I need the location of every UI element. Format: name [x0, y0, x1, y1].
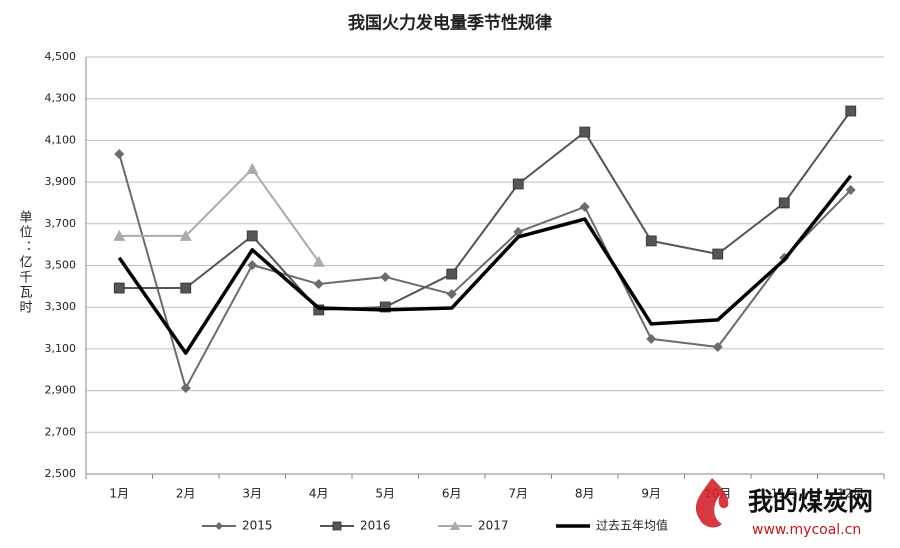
marker	[512, 178, 524, 190]
marker	[712, 248, 724, 260]
legend-marker	[215, 522, 223, 530]
marker	[379, 301, 391, 313]
x-tick-label: 8月	[575, 487, 595, 501]
series-line	[117, 174, 853, 355]
marker	[312, 255, 325, 267]
watermark-url: www.mycoal.cn	[752, 522, 861, 538]
legend-label: 过去五年均值	[596, 518, 668, 533]
marker	[179, 229, 192, 241]
y-axis-label: 单位：亿千瓦时	[17, 210, 33, 315]
chart-title: 我国火力发电量季节性规律	[348, 13, 552, 34]
marker	[446, 268, 458, 280]
marker	[246, 230, 258, 242]
marker	[446, 289, 457, 300]
marker	[778, 197, 790, 209]
x-tick-label: 3月	[242, 487, 262, 501]
marker	[113, 282, 125, 294]
marker	[579, 201, 590, 212]
x-tick-label: 12月	[837, 487, 864, 501]
y-tick-label: 4,300	[45, 92, 77, 105]
y-tick-label: 3,900	[45, 175, 77, 188]
marker	[645, 235, 657, 247]
legend-marker	[332, 521, 342, 531]
marker	[845, 105, 857, 117]
y-tick-label: 3,300	[45, 300, 77, 313]
x-tick-label: 7月	[508, 487, 528, 501]
marker	[845, 185, 856, 196]
series-line	[119, 167, 320, 263]
y-tick-label: 2,700	[45, 425, 77, 438]
x-tick-label: 9月	[641, 487, 661, 501]
marker	[113, 229, 126, 241]
y-tick-label: 3,700	[45, 217, 77, 230]
marker	[380, 271, 391, 282]
series-line	[118, 153, 852, 390]
x-tick-label: 11月	[771, 487, 798, 501]
y-tick-label: 2,500	[45, 467, 77, 480]
x-tick-label: 2月	[176, 487, 196, 501]
series-line	[119, 110, 852, 311]
x-tick-label: 4月	[309, 487, 329, 501]
legend-label: 2016	[360, 519, 391, 533]
legend-label: 2015	[242, 519, 273, 533]
marker	[579, 126, 591, 138]
marker	[313, 279, 324, 290]
y-tick-label: 3,100	[45, 342, 77, 355]
y-tick-label: 4,500	[45, 50, 77, 63]
y-tick-label: 3,500	[45, 259, 77, 272]
x-tick-label: 1月	[109, 487, 129, 501]
marker	[180, 383, 191, 394]
legend-marker	[450, 521, 460, 530]
y-tick-label: 2,900	[45, 384, 77, 397]
marker	[180, 282, 192, 294]
marker	[114, 148, 125, 159]
marker	[246, 162, 259, 174]
marker	[247, 260, 258, 271]
watermark-flame	[695, 478, 729, 528]
legend-label: 2017	[478, 519, 509, 533]
marker	[712, 342, 723, 353]
marker	[646, 333, 657, 344]
marker	[513, 226, 524, 237]
y-tick-label: 4,100	[45, 133, 77, 146]
x-tick-label: 5月	[375, 487, 395, 501]
x-tick-label: 6月	[442, 487, 462, 501]
watermark-text: 我的煤炭网	[748, 487, 873, 516]
